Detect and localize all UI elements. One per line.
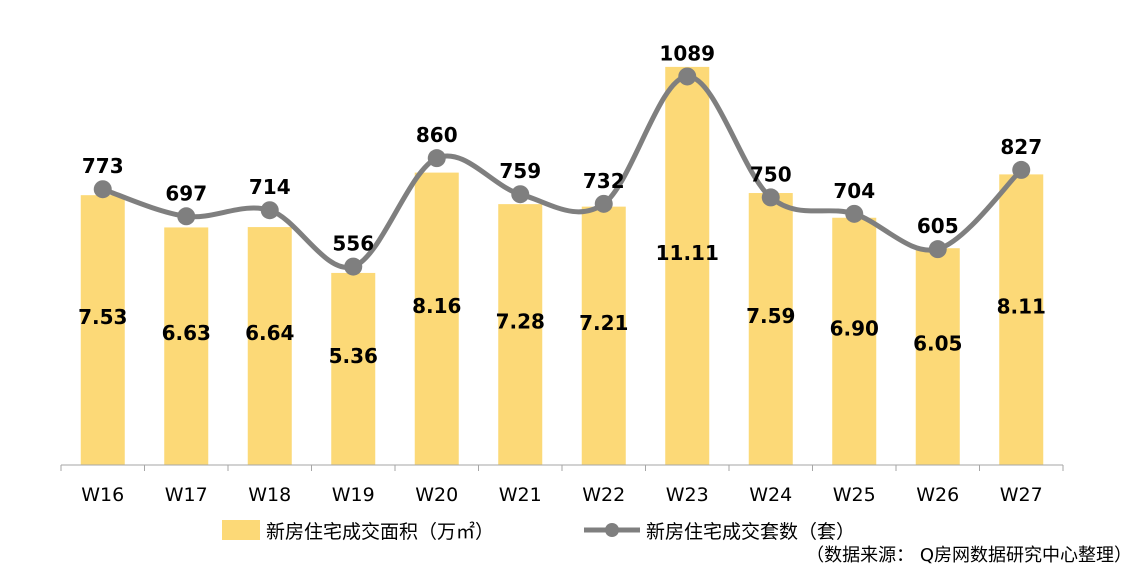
line-labels-group: 773 697 714 556 860 759 732 1089 750 704 605 827 xyxy=(82,41,1042,255)
bar-value-label-W24: 7.59 xyxy=(746,304,795,328)
bar-W22 xyxy=(581,206,626,465)
x-tick-label-W17: W17 xyxy=(165,484,208,506)
line-value-label-W27: 827 xyxy=(1000,135,1042,159)
x-tick-label-W26: W26 xyxy=(916,484,959,506)
legend-bar-swatch xyxy=(222,520,260,540)
line-value-label-W25: 704 xyxy=(833,179,875,203)
legend: 新房住宅成交面积（万㎡） 新房住宅成交套数（套） xyxy=(222,520,855,543)
bar-W26 xyxy=(915,248,960,465)
line-value-label-W17: 697 xyxy=(165,181,207,205)
line-series-group xyxy=(93,67,1031,276)
bar-W16 xyxy=(80,195,125,466)
x-tick-label-W23: W23 xyxy=(666,484,709,506)
bar-value-label-W18: 6.64 xyxy=(245,321,294,345)
bar-W23 xyxy=(665,66,710,466)
bar-W18 xyxy=(247,227,292,465)
bar-value-label-W16: 7.53 xyxy=(78,305,127,329)
line-value-label-W21: 759 xyxy=(499,159,541,183)
bar-value-label-W17: 6.63 xyxy=(162,321,211,345)
x-tick-label-W25: W25 xyxy=(833,484,876,506)
bar-W25 xyxy=(832,217,877,465)
line-marker-W27 xyxy=(1012,160,1031,179)
bar-W19 xyxy=(331,272,376,465)
line-value-label-W16: 773 xyxy=(82,154,124,178)
bar-W17 xyxy=(164,227,209,465)
line-marker-W21 xyxy=(511,185,530,204)
x-tick-label-W16: W16 xyxy=(81,484,124,506)
x-tick-label-W22: W22 xyxy=(582,484,625,506)
bar-value-label-W27: 8.11 xyxy=(997,295,1046,319)
line-marker-W19 xyxy=(344,257,363,276)
line-value-label-W24: 750 xyxy=(750,162,792,186)
bar-value-label-W25: 6.90 xyxy=(830,316,879,340)
x-tick-label-W24: W24 xyxy=(749,484,792,506)
line-marker-W20 xyxy=(427,149,446,168)
legend-line-marker xyxy=(605,523,619,537)
bar-value-label-W22: 7.21 xyxy=(579,311,628,335)
x-tick-label-W19: W19 xyxy=(332,484,375,506)
line-value-label-W19: 556 xyxy=(332,232,374,256)
x-tick-label-W20: W20 xyxy=(415,484,458,506)
line-marker-W18 xyxy=(260,201,279,220)
legend-line-label: 新房住宅成交套数（套） xyxy=(646,521,855,543)
line-series-path xyxy=(100,73,1024,270)
line-marker-W24 xyxy=(761,188,780,207)
line-value-label-W20: 860 xyxy=(416,123,458,147)
x-tick-label-W18: W18 xyxy=(248,484,291,506)
bar-value-label-W19: 5.36 xyxy=(329,344,378,368)
line-value-label-W26: 605 xyxy=(917,214,959,238)
bar-W24 xyxy=(748,193,793,465)
line-marker-W17 xyxy=(177,207,196,226)
line-marker-W23 xyxy=(678,67,697,86)
line-marker-W26 xyxy=(928,240,947,259)
bar-value-label-W26: 6.05 xyxy=(913,332,962,356)
bars-group xyxy=(80,66,1044,466)
line-marker-W25 xyxy=(845,204,864,223)
bar-W21 xyxy=(498,204,543,465)
line-value-label-W22: 732 xyxy=(583,169,625,193)
bar-value-label-W21: 7.28 xyxy=(496,310,545,334)
line-value-label-W23: 1089 xyxy=(659,41,715,65)
x-axis: W16 W17 W18 W19 W20 W21 W22 W23 W24 W25 W26 W27 xyxy=(60,464,1064,506)
legend-bar-label: 新房住宅成交面积（万㎡） xyxy=(266,520,494,543)
bar-value-label-W20: 8.16 xyxy=(412,294,461,318)
source-note: （数据来源： Q房网数据研究中心整理） xyxy=(806,545,1132,566)
line-marker-W22 xyxy=(594,194,613,213)
line-value-label-W18: 714 xyxy=(249,175,291,199)
x-tick-label-W21: W21 xyxy=(499,484,542,506)
bar-value-label-W23: 11.11 xyxy=(656,241,719,265)
bar-W27 xyxy=(999,174,1044,465)
bar-labels-group: 7.53 6.63 6.64 5.36 8.16 7.28 7.21 11.11 7.59 6.9… xyxy=(78,241,1046,368)
line-marker-W16 xyxy=(93,180,112,199)
bar-W20 xyxy=(414,172,459,465)
x-tick-label-W27: W27 xyxy=(1000,484,1043,506)
